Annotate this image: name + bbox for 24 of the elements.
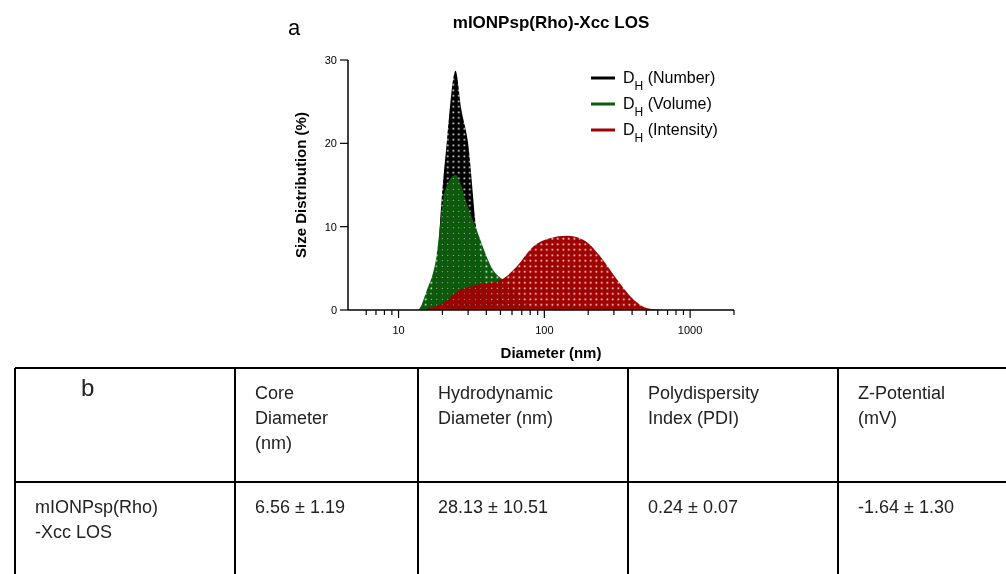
legend-label: D$_{H}$ (Volume) [623,95,712,119]
y-tick-label: 30 [324,54,337,66]
x-tick-label: 10 [392,324,405,336]
x-tick-label: 1000 [677,324,703,336]
text: 0.24 ± 0.07 [648,497,738,517]
text: Polydispersity Index (PDI) [648,383,760,428]
legend-label: D$_{H}$ (Intensity) [623,121,718,145]
text: Z-Potential (mV) [858,383,946,428]
text: b [81,374,95,401]
text: a [288,15,301,40]
y-axis-title: Size Distribution (%) [292,112,309,258]
text: -1.64 ± 1.30 [858,497,954,517]
chart-title: mIONPsp(Rho)-Xcc LOS [452,13,650,32]
text: mIONPsp(Rho) -Xcc LOS [35,497,159,542]
y-tick-label: 10 [324,220,337,233]
text: 6.56 ± 1.19 [255,497,345,517]
text: Core Diameter (nm) [255,383,329,453]
text: 28.13 ± 10.51 [438,497,548,517]
legend-label: D$_{H}$ (Number) [623,69,716,93]
text: Hydrodynamic Diameter (nm) [438,383,554,428]
y-tick-label: 0 [330,304,337,316]
x-axis-title: Diameter (nm) [500,344,602,361]
y-tick-label: 20 [324,137,337,150]
x-tick-label: 100 [535,324,554,336]
